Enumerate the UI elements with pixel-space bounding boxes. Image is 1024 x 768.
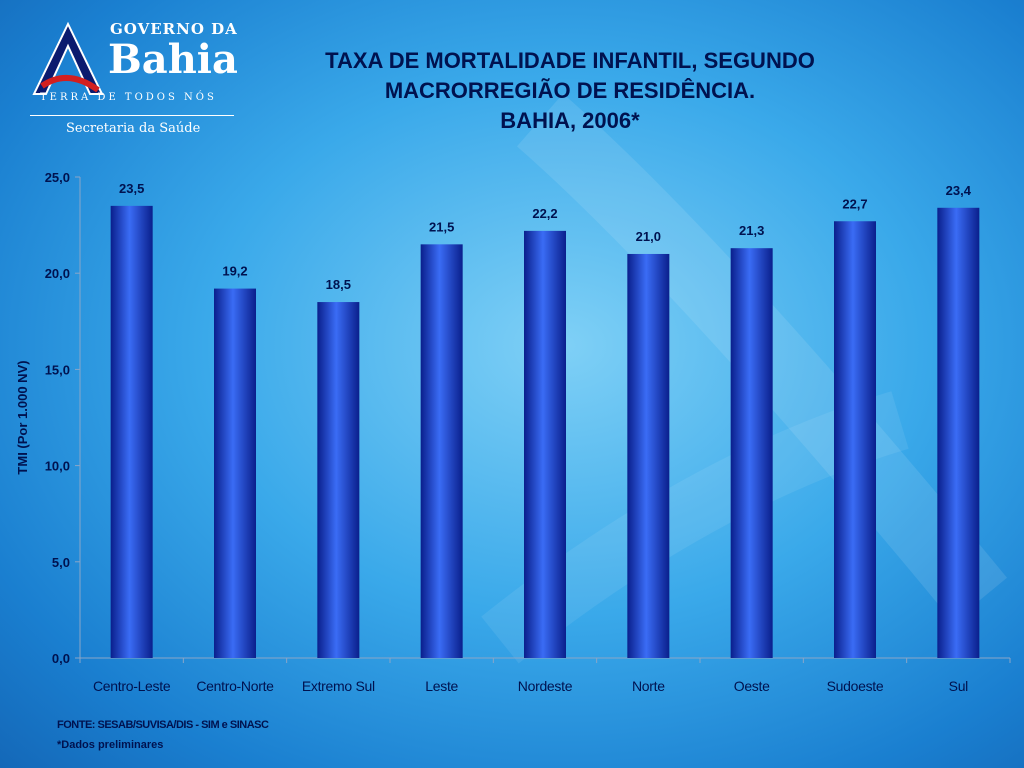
bar-value-label: 22,7 <box>842 196 867 211</box>
y-tick-label: 10,0 <box>45 459 70 474</box>
x-category-label: Oeste <box>734 678 770 694</box>
bar <box>524 230 566 658</box>
y-tick-label: 0,0 <box>52 651 70 666</box>
x-category-label: Nordeste <box>518 678 573 694</box>
bar <box>317 302 360 658</box>
source-note: FONTE: SESAB/SUVISA/DIS - SIM e SINASC <box>57 719 269 731</box>
chart-title-line-3: BAHIA, 2006* <box>500 108 640 133</box>
x-category-label: Centro-Leste <box>93 678 171 694</box>
bar-value-label: 21,3 <box>739 223 764 238</box>
y-tick-label: 20,0 <box>45 266 70 281</box>
y-tick-label: 15,0 <box>45 362 70 377</box>
bar <box>627 253 670 658</box>
logo-divider <box>30 115 234 116</box>
x-category-label: Extremo Sul <box>302 678 375 694</box>
chart-title-line-1: TAXA DE MORTALIDADE INFANTIL, SEGUNDO <box>325 48 815 73</box>
x-category-label: Norte <box>632 678 665 694</box>
bar <box>834 221 876 658</box>
bar <box>937 207 980 658</box>
x-category-label: Centro-Norte <box>196 678 274 694</box>
chart-title-line-2: MACRORREGIÃO DE RESIDÊNCIA. <box>384 78 756 103</box>
bar <box>214 288 256 658</box>
x-category-label: Leste <box>425 678 458 694</box>
bar <box>730 248 773 659</box>
bar-value-label: 23,5 <box>119 181 144 196</box>
bar <box>420 244 463 658</box>
bar <box>110 205 153 659</box>
bar-value-label: 19,2 <box>222 264 247 279</box>
logo-bahia-text: Bahia <box>108 36 238 83</box>
x-category-label: Sul <box>949 678 969 694</box>
logo-motto-text: TERRA DE TODOS NÓS <box>40 92 217 103</box>
logo-governo-text: GOVERNO DA <box>110 20 238 38</box>
bar-value-label: 22,2 <box>532 206 557 221</box>
bar-value-label: 18,5 <box>326 277 351 292</box>
logo-triangle-icon <box>32 21 104 95</box>
y-axis-label: TMI (Por 1.000 NV) <box>15 360 30 474</box>
logo-secretaria-text: Secretaria da Saúde <box>66 121 201 136</box>
chart-title: TAXA DE MORTALIDADE INFANTIL, SEGUNDO MA… <box>290 46 850 136</box>
y-tick-label: 25,0 <box>45 170 70 185</box>
x-category-label: Sudoeste <box>827 678 884 694</box>
governo-bahia-logo: GOVERNO DA Bahia TERRA DE TODOS NÓS Secr… <box>24 14 244 144</box>
preliminary-note: *Dados preliminares <box>57 739 164 751</box>
bar-value-label: 21,5 <box>429 219 454 234</box>
bar-value-label: 23,4 <box>946 183 972 198</box>
bar-value-label: 21,0 <box>636 229 661 244</box>
y-tick-label: 5,0 <box>52 555 70 570</box>
